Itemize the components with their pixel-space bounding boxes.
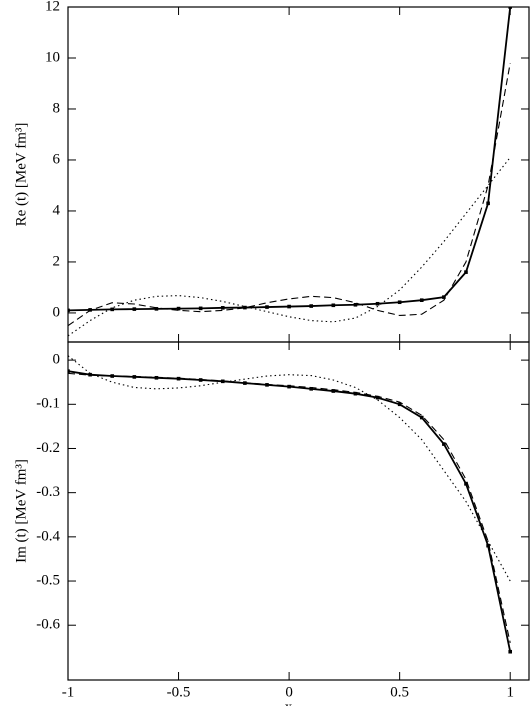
x-tick-label: -0.5: [167, 684, 191, 700]
data-point: [68, 308, 70, 313]
data-point: [419, 298, 424, 302]
data-point: [243, 305, 247, 310]
data-point: [287, 384, 291, 389]
y-tick-label: 10: [45, 49, 60, 65]
data-point: [309, 387, 314, 391]
series-group: [68, 7, 513, 337]
plot-frame: [67, 6, 530, 343]
data-point: [464, 270, 468, 274]
data-point: [309, 304, 314, 308]
series-line: [68, 355, 511, 582]
data-point: [419, 415, 424, 420]
data-point: [287, 304, 291, 309]
data-point: [375, 395, 380, 400]
series-line: [68, 372, 511, 644]
data-point: [397, 300, 402, 305]
data-point: [397, 402, 402, 407]
data-point: [375, 301, 380, 306]
y-tick-label: -0.5: [36, 572, 60, 588]
y-tick-label: 12: [45, 0, 60, 14]
y-tick-label: 8: [53, 100, 61, 116]
data-point: [220, 306, 225, 310]
data-point: [486, 201, 490, 206]
x-tick-label: 1: [506, 684, 514, 700]
y-tick-label: 6: [53, 151, 61, 167]
y-tick-label: 4: [53, 202, 61, 218]
y-tick-label: 0: [53, 352, 61, 368]
x-tick-label: 0.5: [390, 684, 409, 700]
data-point: [442, 442, 446, 446]
y-tick-label: 2: [53, 253, 61, 269]
data-point: [442, 295, 446, 299]
data-point: [331, 389, 336, 393]
series-group: [68, 355, 513, 654]
y-tick-label: 0: [53, 304, 61, 320]
y-tick-label: -0.1: [36, 396, 60, 412]
series-line: [68, 62, 511, 327]
y-tick-label: -0.6: [36, 617, 60, 633]
data-point: [265, 305, 269, 309]
data-point: [132, 307, 137, 311]
data-point: [353, 391, 358, 396]
data-point: [331, 303, 336, 308]
x-tick-label: -1: [62, 684, 75, 700]
data-point: [464, 482, 468, 486]
y-tick-label: -0.3: [36, 484, 60, 500]
data-point: [110, 307, 115, 312]
data-point: [508, 7, 513, 9]
y-tick-label: -0.2: [36, 440, 60, 456]
data-point: [154, 307, 159, 311]
data-point: [508, 649, 513, 654]
data-point: [198, 306, 203, 311]
data-point: [486, 543, 490, 548]
y-axis-label: Im (t) [MeV fm³]: [13, 459, 29, 563]
x-axis-label: x: [285, 699, 293, 706]
x-tick-label: 0: [285, 684, 293, 700]
series-line: [68, 370, 512, 652]
y-axis-label: Re (t) [MeV fm³]: [13, 123, 29, 227]
plot-frame: [67, 341, 530, 681]
data-point: [176, 306, 181, 311]
data-point: [68, 369, 70, 373]
data-point: [353, 302, 358, 307]
y-tick-label: -0.4: [36, 528, 60, 544]
series-line: [68, 7, 512, 312]
